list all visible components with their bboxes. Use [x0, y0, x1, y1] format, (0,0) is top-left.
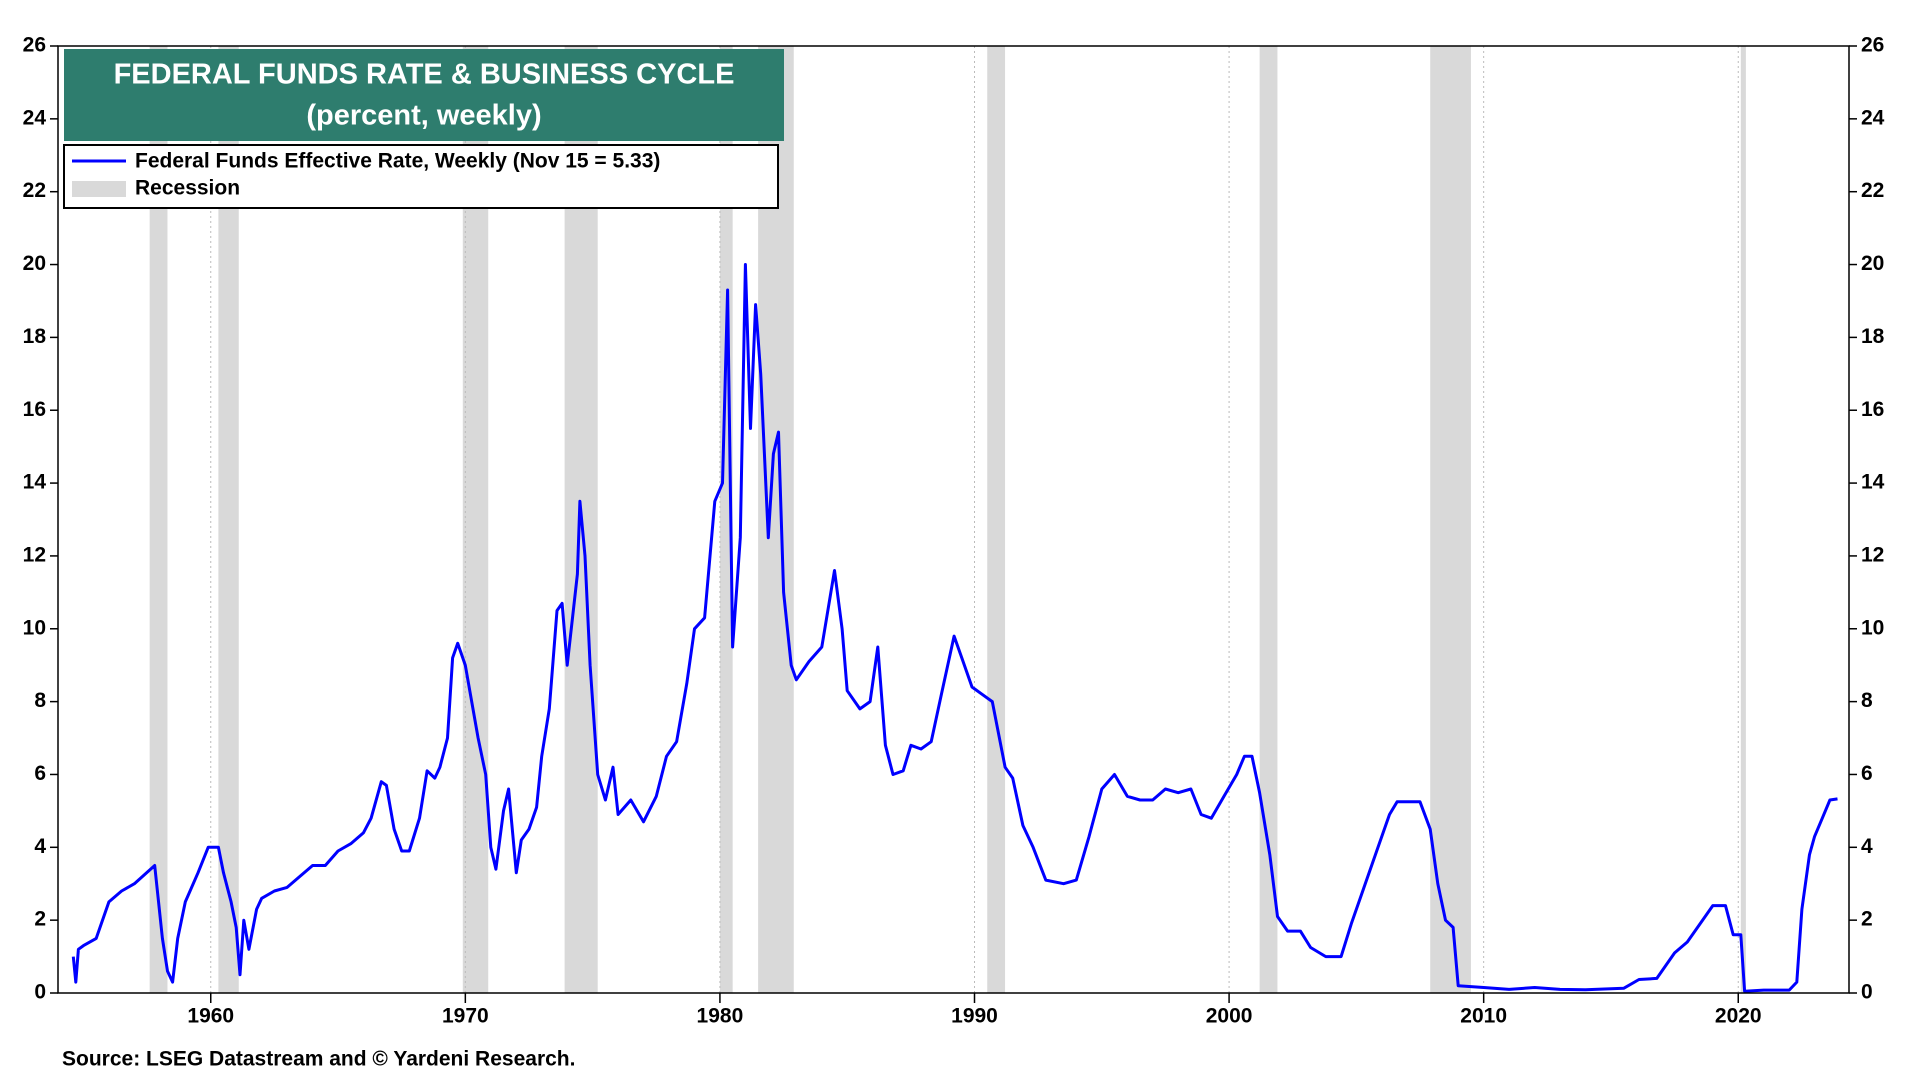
- y2-tick-label: 10: [1861, 616, 1884, 639]
- x-tick-label: 1970: [442, 1005, 489, 1028]
- y-tick-label: 20: [23, 252, 46, 275]
- recession-band: [719, 46, 733, 993]
- x-tick-label: 1990: [951, 1005, 998, 1028]
- y-tick-label: 2: [34, 908, 46, 931]
- x-tick-label: 2000: [1206, 1005, 1253, 1028]
- recession-band: [1430, 46, 1471, 993]
- y-tick-label: 14: [23, 471, 47, 494]
- series-line: [71, 263, 1838, 993]
- y2-tick-label: 8: [1861, 689, 1873, 712]
- y2-tick-label: 22: [1861, 179, 1884, 202]
- legend-label: Recession: [135, 177, 240, 200]
- recession-band: [987, 46, 1006, 993]
- y2-tick-label: 26: [1861, 34, 1884, 57]
- x-tick-label: 1960: [187, 1005, 234, 1028]
- chart-subtitle: (percent, weekly): [306, 100, 541, 132]
- plot-frame: [57, 45, 1850, 994]
- y-tick-label: 16: [23, 398, 46, 421]
- y2-tick-label: 12: [1861, 543, 1884, 566]
- chart-title: FEDERAL FUNDS RATE & BUSINESS CYCLE: [114, 59, 735, 91]
- y-tick-label: 26: [23, 34, 46, 57]
- y2-tick-label: 6: [1861, 762, 1873, 785]
- y2-tick-label: 24: [1861, 106, 1885, 129]
- y2-tick-label: 20: [1861, 252, 1884, 275]
- y2-tick-label: 0: [1861, 981, 1873, 1004]
- recession-band: [149, 46, 168, 993]
- y2-tick-label: 2: [1861, 908, 1873, 931]
- source-note: Source: LSEG Datastream and © Yardeni Re…: [62, 1048, 575, 1071]
- recession-band: [1259, 46, 1278, 993]
- y-tick-label: 6: [34, 762, 46, 785]
- y-tick-label: 22: [23, 179, 46, 202]
- y-tick-label: 0: [34, 981, 46, 1004]
- y-tick-label: 24: [23, 106, 47, 129]
- legend-label: Federal Funds Effective Rate, Weekly (No…: [135, 150, 660, 173]
- y-tick-label: 12: [23, 543, 46, 566]
- title-box: [64, 49, 784, 141]
- y-tick-label: 4: [34, 835, 46, 858]
- recession-band: [218, 46, 239, 993]
- y2-tick-label: 16: [1861, 398, 1884, 421]
- x-tick-label: 2020: [1715, 1005, 1762, 1028]
- plot-lines: [71, 263, 1838, 993]
- recession-band: [1740, 46, 1746, 993]
- y-tick-label: 8: [34, 689, 46, 712]
- y2-tick-label: 4: [1861, 835, 1873, 858]
- y-tick-label: 18: [23, 325, 47, 348]
- y-tick-label: 10: [23, 616, 46, 639]
- legend-swatch: [72, 181, 126, 197]
- x-tick-label: 2010: [1460, 1005, 1507, 1028]
- y2-tick-label: 18: [1861, 325, 1885, 348]
- y2-tick-label: 14: [1861, 471, 1885, 494]
- x-tick-label: 1980: [697, 1005, 744, 1028]
- legend: [63, 144, 779, 209]
